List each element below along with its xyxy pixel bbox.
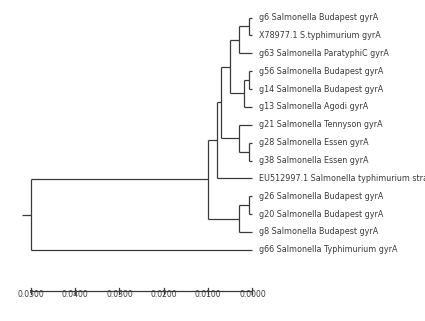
- Text: g28 Salmonella Essen gyrA: g28 Salmonella Essen gyrA: [259, 138, 368, 147]
- Text: g6 Salmonella Budapest gyrA: g6 Salmonella Budapest gyrA: [259, 13, 378, 22]
- Text: g14 Salmonella Budapest gyrA: g14 Salmonella Budapest gyrA: [259, 84, 383, 93]
- Text: g66 Salmonella Typhimurium gyrA: g66 Salmonella Typhimurium gyrA: [259, 245, 397, 254]
- Text: 0.0400: 0.0400: [62, 290, 88, 299]
- Text: g8 Salmonella Budapest gyrA: g8 Salmonella Budapest gyrA: [259, 228, 378, 237]
- Text: g13 Salmonella Agodi gyrA: g13 Salmonella Agodi gyrA: [259, 102, 368, 111]
- Text: g26 Salmonella Budapest gyrA: g26 Salmonella Budapest gyrA: [259, 192, 383, 201]
- Text: g20 Salmonella Budapest gyrA: g20 Salmonella Budapest gyrA: [259, 210, 383, 219]
- Text: X78977.1 S.typhimurium gyrA: X78977.1 S.typhimurium gyrA: [259, 31, 381, 40]
- Text: g63 Salmonella ParatyphiC gyrA: g63 Salmonella ParatyphiC gyrA: [259, 49, 389, 58]
- Text: EU512997.1 Salmonella typhimurium strain gyrA: EU512997.1 Salmonella typhimurium strain…: [259, 174, 425, 183]
- Text: g38 Salmonella Essen gyrA: g38 Salmonella Essen gyrA: [259, 156, 368, 165]
- Text: g21 Salmonella Tennyson gyrA: g21 Salmonella Tennyson gyrA: [259, 120, 382, 129]
- Text: 0.0200: 0.0200: [150, 290, 177, 299]
- Text: 0.0100: 0.0100: [195, 290, 221, 299]
- Text: g56 Salmonella Budapest gyrA: g56 Salmonella Budapest gyrA: [259, 67, 383, 76]
- Text: 0.0500: 0.0500: [17, 290, 44, 299]
- Text: 0.0000: 0.0000: [239, 290, 266, 299]
- Text: 0.0300: 0.0300: [106, 290, 133, 299]
